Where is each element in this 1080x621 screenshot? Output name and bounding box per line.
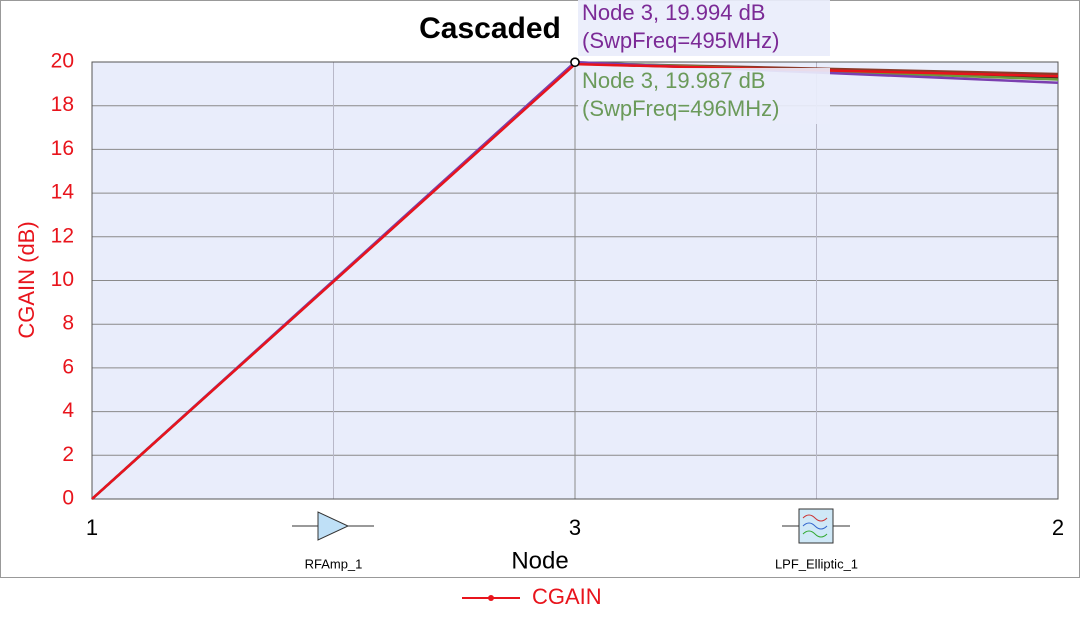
filter-icon xyxy=(782,508,850,544)
component-label: LPF_Elliptic_1 xyxy=(775,556,858,571)
y-tick-label: 0 xyxy=(62,487,74,510)
legend-label: CGAIN xyxy=(532,584,602,609)
y-tick-label: 20 xyxy=(51,50,74,73)
y-axis-label: CGAIN (dB) xyxy=(14,221,39,338)
legend-marker xyxy=(488,595,494,601)
y-tick-label: 14 xyxy=(51,181,75,204)
y-tick-label: 12 xyxy=(51,224,74,247)
component-label: RFAmp_1 xyxy=(305,556,363,571)
x-tick-label: 1 xyxy=(86,515,98,540)
annotation-box xyxy=(578,0,830,56)
y-tick-label: 2 xyxy=(62,443,74,466)
chart-title: Cascaded xyxy=(419,12,561,45)
amp-icon xyxy=(292,511,374,541)
y-tick-label: 8 xyxy=(62,312,74,335)
x-tick-label: 2 xyxy=(1052,515,1064,540)
annotation-text: Node 3, 19.987 dB xyxy=(582,68,765,93)
y-tick-label: 10 xyxy=(51,268,74,291)
x-tick-label: 3 xyxy=(569,515,581,540)
y-tick-label: 6 xyxy=(62,355,74,378)
annotation-box xyxy=(578,68,830,124)
annotation-text: Node 3, 19.994 dB xyxy=(582,0,765,25)
annotation-text: (SwpFreq=495MHz) xyxy=(582,28,779,53)
y-tick-label: 4 xyxy=(62,399,74,422)
marker-point xyxy=(570,57,580,68)
x-axis-label: Node xyxy=(511,547,568,574)
y-tick-label: 16 xyxy=(51,137,74,160)
annotation-text: (SwpFreq=496MHz) xyxy=(582,96,779,121)
y-tick-label: 18 xyxy=(51,93,74,116)
